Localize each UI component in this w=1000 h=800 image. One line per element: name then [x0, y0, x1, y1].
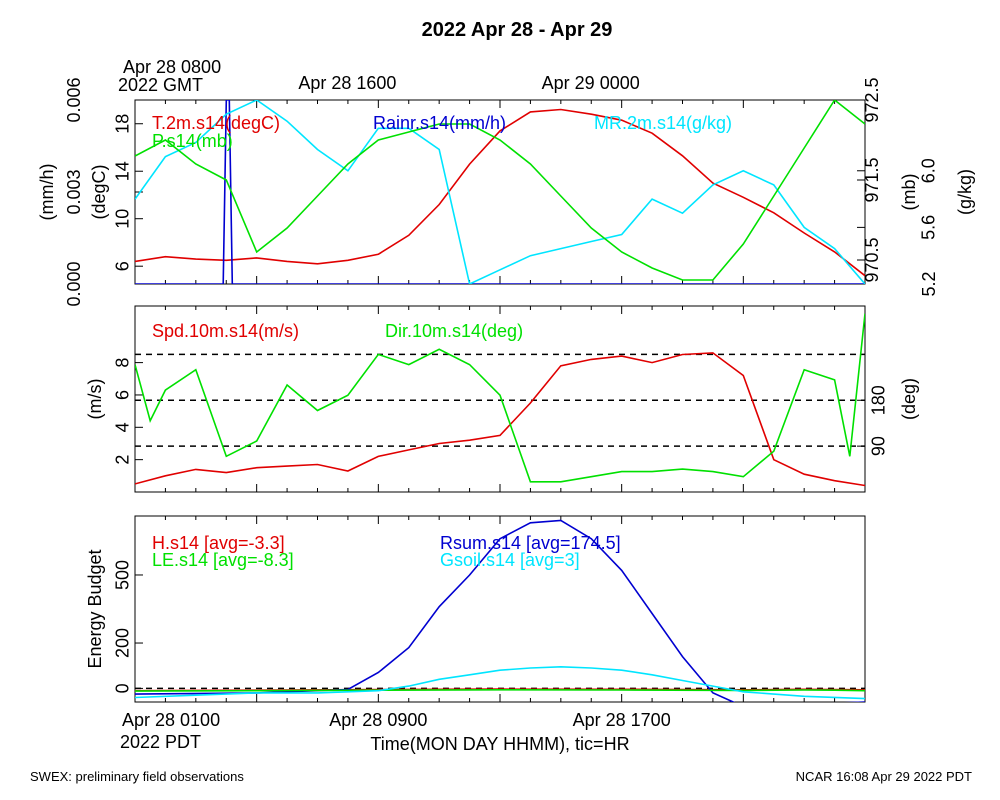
legend-entry: MR.2m.s14(g/kg) [594, 113, 732, 133]
legend-entry: Spd.10m.s14(m/s) [152, 321, 299, 341]
series-line [135, 519, 865, 702]
footer-right: NCAR 16:08 Apr 29 2022 PDT [796, 769, 972, 784]
y-tick-label: 500 [113, 560, 133, 590]
y-tick-label: 0 [113, 683, 133, 693]
y-tick-label: 5.2 [919, 271, 939, 296]
legend-entry: P.s14(mb) [152, 131, 233, 151]
y-tick-label: 200 [113, 628, 133, 658]
legend-entry: T.2m.s14(degC) [152, 113, 280, 133]
y-tick-label: 6 [113, 390, 133, 400]
legend-entry: Gsoil.s14 [avg=3] [440, 550, 580, 570]
y-tick-label: 14 [113, 161, 133, 181]
bottom-panel: 0 200 500 Energy Budget H.s14 [avg=-3.3] Rsum… [85, 515, 866, 703]
chart-title: 2022 Apr 28 - Apr 29 [422, 19, 613, 41]
y-axis-label: (deg) [899, 378, 919, 420]
bottom-series [135, 519, 865, 702]
y-tick-label: 5.6 [919, 215, 939, 240]
y-axis-label: Energy Budget [85, 549, 105, 668]
top-series [135, 100, 865, 284]
y-axis-label: (m/s) [85, 379, 105, 420]
series-line [135, 108, 865, 277]
y-tick-label: 18 [113, 114, 133, 134]
y-tick-label: 10 [113, 209, 133, 229]
y-axis-label: (degC) [89, 164, 109, 219]
bottom-axis-tick-label: Apr 28 1700 [573, 710, 671, 730]
series-line [135, 100, 865, 281]
series-line [135, 665, 865, 700]
y-tick-label: 0.000 [64, 261, 84, 306]
bottom-axis-tick-label: Apr 28 0100 [122, 710, 220, 730]
bottom-axis-tick-label: Apr 28 0900 [329, 710, 427, 730]
y-axis-label: (g/kg) [955, 169, 975, 215]
y-tick-label: 970.5 [862, 237, 882, 282]
panels: 0.000 0.003 0.006 (mm/h) 6 10 14 18 (degC) 970.5 9… [37, 77, 975, 703]
series-line [135, 352, 865, 487]
middle-panel: 2 4 6 8 (m/s) 90 180 (deg) Spd.10m.s14(m/s) Dir.1… [85, 305, 919, 493]
y-axis-label: (mm/h) [37, 164, 57, 221]
top-panel: 0.000 0.003 0.006 (mm/h) 6 10 14 18 (degC) 970.5 9… [37, 77, 975, 306]
legend-entry: H.s14 [avg=-3.3] [152, 533, 285, 553]
y-tick-label: 2 [113, 455, 133, 465]
legend-entry: Dir.10m.s14(deg) [385, 321, 523, 341]
y-tick-label: 6 [113, 261, 133, 271]
y-tick-label: 0.006 [64, 77, 84, 122]
series-line [135, 100, 865, 284]
y-axis-label: (mb) [899, 174, 919, 211]
y-tick-label: 90 [869, 436, 889, 456]
legend-entry: LE.s14 [avg=-8.3] [152, 550, 294, 570]
top-axis-tick-label: Apr 28 1600 [298, 73, 396, 93]
series-line [135, 688, 865, 692]
y-tick-label: 180 [869, 385, 889, 415]
top-axis-tick-label: Apr 29 0000 [542, 73, 640, 93]
footer-left: SWEX: preliminary field observations [30, 769, 244, 784]
top-axis-tick-label: 2022 GMT [118, 75, 203, 95]
legend-entry: Rsum.s14 [avg=174.5] [440, 533, 621, 553]
bottom-axis-tick-label: 2022 PDT [120, 732, 201, 752]
middle-series [135, 313, 865, 487]
y-tick-label: 971.5 [862, 157, 882, 202]
y-tick-label: 972.5 [862, 77, 882, 122]
y-tick-label: 4 [113, 422, 133, 432]
x-axis-label: Time(MON DAY HHMM), tic=HR [370, 734, 629, 754]
series-line [135, 313, 865, 483]
y-tick-label: 0.003 [64, 169, 84, 214]
top-axis-tick-label: Apr 28 0800 [123, 57, 221, 77]
y-tick-label: 6.0 [919, 158, 939, 183]
y-tick-label: 8 [113, 358, 133, 368]
legend-entry: Rainr.s14(mm/h) [373, 113, 506, 133]
